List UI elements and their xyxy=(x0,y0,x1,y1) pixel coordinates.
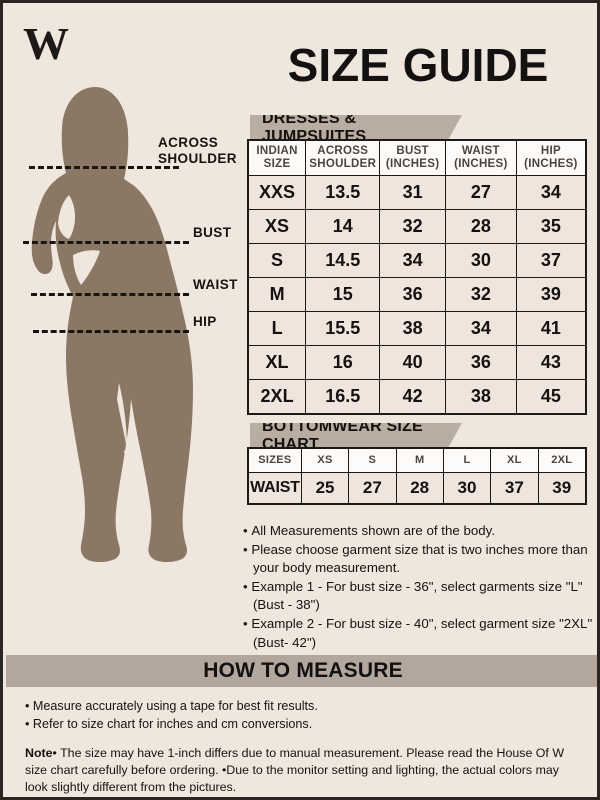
cell-bust: 32 xyxy=(379,209,446,244)
cell-shoulder: 13.5 xyxy=(305,175,381,210)
table-header-row: SIZES XS S M L XL 2XL xyxy=(247,447,587,473)
list-item: • Please choose garment size that is two… xyxy=(243,541,588,576)
cell-bust: 34 xyxy=(379,243,446,278)
cell-bust: 40 xyxy=(379,345,446,380)
table-header-row: INDIAN SIZE ACROSS SHOULDER BUST (INCHES… xyxy=(247,139,587,176)
cell-bust: 42 xyxy=(379,379,446,415)
page-title: SIZE GUIDE xyxy=(287,39,549,91)
col-header-sizes: SIZES xyxy=(247,447,302,473)
cell-waist-l: 30 xyxy=(442,472,492,505)
cell-size: S xyxy=(247,243,307,278)
dash-line-waist xyxy=(31,293,189,296)
footnote-disclaimer: Note• The size may have 1-inch differs d… xyxy=(25,745,585,796)
label-bust: BUST xyxy=(193,225,232,240)
cell-size: L xyxy=(247,311,307,346)
row-header-waist: WAIST xyxy=(247,472,302,505)
list-item: • Example 1 - For bust size - 36", selec… xyxy=(243,578,583,613)
col-header-xl: XL xyxy=(490,447,539,473)
col-header-2xl: 2XL xyxy=(537,447,587,473)
list-item: • Measure accurately using a tape for be… xyxy=(25,699,318,713)
dash-line-hip xyxy=(33,330,189,333)
cell-size: 2XL xyxy=(247,379,307,415)
col-header-bust: BUST (INCHES) xyxy=(379,139,446,176)
list-item: • Refer to size chart for inches and cm … xyxy=(25,717,313,731)
table-row: L 15.5 38 34 41 xyxy=(247,311,587,346)
cell-waist: 34 xyxy=(444,311,517,346)
table-row: WAIST 25 27 28 30 37 39 xyxy=(247,472,587,505)
label-waist: WAIST xyxy=(193,277,238,292)
cell-size: XS xyxy=(247,209,307,244)
col-header-xs: XS xyxy=(300,447,350,473)
cell-size: M xyxy=(247,277,307,312)
cell-waist: 27 xyxy=(444,175,517,210)
cell-waist: 36 xyxy=(444,345,517,380)
cell-waist-m: 28 xyxy=(395,472,444,505)
cell-hip: 37 xyxy=(515,243,587,278)
cell-hip: 45 xyxy=(515,379,587,415)
label-across-shoulder: ACROSS SHOULDER xyxy=(158,135,237,166)
table-row: S 14.5 34 30 37 xyxy=(247,243,587,278)
col-header-waist: WAIST (INCHES) xyxy=(444,139,517,176)
cell-waist-xs: 25 xyxy=(300,472,350,505)
dash-line-across-shoulder xyxy=(29,166,179,169)
cell-shoulder: 15 xyxy=(305,277,381,312)
brand-logo: W xyxy=(23,18,70,69)
cell-hip: 35 xyxy=(515,209,587,244)
cell-hip: 41 xyxy=(515,311,587,346)
dresses-size-table: INDIAN SIZE ACROSS SHOULDER BUST (INCHES… xyxy=(247,139,587,415)
cell-shoulder: 15.5 xyxy=(305,311,381,346)
cell-bust: 36 xyxy=(379,277,446,312)
table-row: M 15 36 32 39 xyxy=(247,277,587,312)
col-header-hip: HIP (INCHES) xyxy=(515,139,587,176)
cell-size: XL xyxy=(247,345,307,380)
cell-hip: 43 xyxy=(515,345,587,380)
cell-waist: 30 xyxy=(444,243,517,278)
how-to-measure-list: • Measure accurately using a tape for be… xyxy=(25,697,585,733)
cell-shoulder: 14 xyxy=(305,209,381,244)
dash-line-bust xyxy=(23,241,189,244)
cell-shoulder: 16.5 xyxy=(305,379,381,415)
cell-waist: 32 xyxy=(444,277,517,312)
cell-waist-s: 27 xyxy=(348,472,397,505)
table-row: 2XL 16.5 42 38 45 xyxy=(247,379,587,415)
cell-shoulder: 16 xyxy=(305,345,381,380)
cell-hip: 39 xyxy=(515,277,587,312)
table-row: XS 14 32 28 35 xyxy=(247,209,587,244)
cell-bust: 31 xyxy=(379,175,446,210)
col-header-indian-size: INDIAN SIZE xyxy=(247,139,307,176)
table-row: XXS 13.5 31 27 34 xyxy=(247,175,587,210)
list-item: • All Measurements shown are of the body… xyxy=(243,523,496,538)
cell-waist-xl: 37 xyxy=(490,472,539,505)
cell-hip: 34 xyxy=(515,175,587,210)
bottomwear-section-tab: BOTTOMWEAR SIZE CHART xyxy=(250,423,462,448)
cell-waist: 38 xyxy=(444,379,517,415)
cell-size: XXS xyxy=(247,175,307,210)
cell-waist-2xl: 39 xyxy=(537,472,587,505)
col-header-l: L xyxy=(442,447,492,473)
cell-shoulder: 14.5 xyxy=(305,243,381,278)
col-header-m: M xyxy=(395,447,444,473)
sizing-notes-list: • All Measurements shown are of the body… xyxy=(243,522,593,652)
footnote-label: Note xyxy=(25,746,53,760)
list-item: • Example 2 - For bust size - 40", selec… xyxy=(243,615,593,650)
footnote-text: • The size may have 1-inch differs due t… xyxy=(25,746,565,794)
col-header-s: S xyxy=(348,447,397,473)
bottomwear-size-table: SIZES XS S M L XL 2XL WAIST 25 27 28 30 … xyxy=(247,447,587,505)
col-header-across-shoulder: ACROSS SHOULDER xyxy=(305,139,381,176)
table-row: XL 16 40 36 43 xyxy=(247,345,587,380)
how-to-measure-band: HOW TO MEASURE xyxy=(6,655,597,687)
body-silhouette-illustration xyxy=(31,87,194,563)
dresses-section-tab: DRESSES & JUMPSUITES xyxy=(250,115,462,140)
label-hip: HIP xyxy=(193,314,217,329)
cell-bust: 38 xyxy=(379,311,446,346)
cell-waist: 28 xyxy=(444,209,517,244)
